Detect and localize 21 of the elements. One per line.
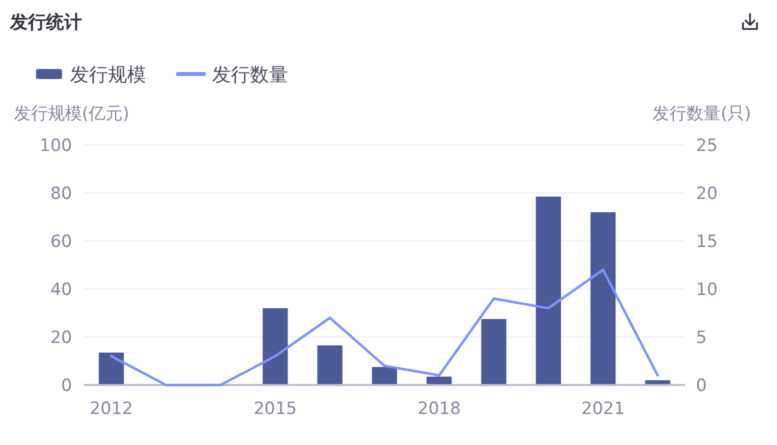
y-tick-label: 100 [40, 136, 72, 156]
y-tick-label: 40 [50, 280, 72, 300]
y2-tick-label: 0 [696, 376, 707, 396]
y2-tick-label: 5 [696, 328, 707, 348]
x-tick-label: 2021 [581, 399, 625, 419]
y-tick-label: 0 [61, 376, 72, 396]
x-tick-label: 2018 [418, 399, 461, 419]
y-tick-label: 60 [50, 232, 72, 252]
y2-axis-title: 发行数量(只) [652, 104, 751, 124]
x-tick-label: 2015 [254, 399, 297, 419]
y-tick-label: 20 [50, 328, 72, 348]
y2-tick-label: 15 [696, 232, 718, 252]
y2-tick-label: 25 [696, 136, 718, 156]
legend-label: 发行数量 [212, 64, 288, 86]
title: 发行统计 [10, 12, 82, 33]
y-axis-title: 发行规模(亿元) [14, 104, 130, 124]
legend-label: 发行规模 [70, 64, 146, 86]
y-tick-label: 80 [50, 184, 72, 204]
x-tick-label: 2012 [90, 399, 133, 419]
y2-tick-label: 20 [696, 184, 718, 204]
y2-tick-label: 10 [696, 280, 718, 300]
